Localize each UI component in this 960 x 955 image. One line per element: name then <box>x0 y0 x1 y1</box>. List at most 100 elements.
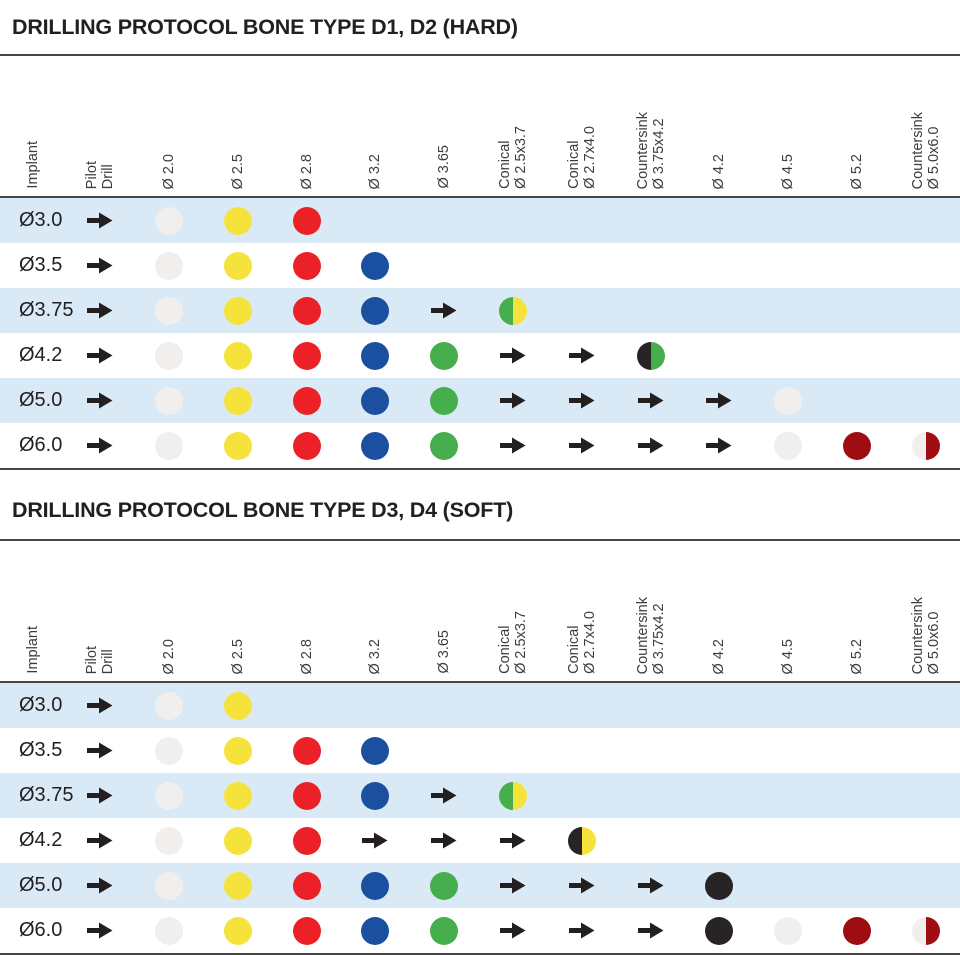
empty-cell <box>547 288 616 333</box>
drill-dot-icon <box>155 826 184 855</box>
drill-dot-white <box>135 908 204 953</box>
next-step-arrow-icon <box>87 832 113 849</box>
empty-cell <box>685 243 754 288</box>
column-header-countersink-3-75x4-2: Countersink Ø 3.75x4.2 <box>616 56 685 196</box>
empty-cell <box>822 198 891 243</box>
drill-dot-blue <box>341 728 410 773</box>
column-header-conical-2-7x4-0: Conical Ø 2.7x4.0 <box>547 56 616 196</box>
drill-dot-green <box>410 378 479 423</box>
column-header-label: Implant <box>25 141 41 189</box>
section-title-row: DRILLING PROTOCOL BONE TYPE D1, D2 (HARD… <box>0 0 960 56</box>
next-step-arrow-icon <box>87 212 113 229</box>
drill-dot-white <box>135 818 204 863</box>
drill-dot-white <box>135 683 204 728</box>
column-header-d2-5: Ø 2.5 <box>204 56 273 196</box>
drill-dot-icon <box>361 431 390 460</box>
drill-dot-blue <box>341 773 410 818</box>
arrow-cell <box>479 863 548 908</box>
drill-dot-icon <box>292 206 321 235</box>
next-step-arrow-icon <box>87 742 113 759</box>
half-dot-white-darkred <box>891 423 960 468</box>
drill-dot-icon <box>774 431 803 460</box>
column-header-countersink-5-0x6-0: Countersink Ø 5.0x6.0 <box>891 541 960 681</box>
implant-label: Ø3.0 <box>19 209 63 231</box>
half-dot-icon <box>636 341 665 370</box>
implant-label: Ø6.0 <box>19 434 63 456</box>
drill-dot-red <box>272 378 341 423</box>
arrow-cell <box>547 908 616 953</box>
column-header-d5-2: Ø 5.2 <box>822 56 891 196</box>
half-dot-white-darkred <box>891 908 960 953</box>
arrow-cell <box>616 423 685 468</box>
arrow-cell <box>66 683 135 728</box>
drill-dot-yellow <box>204 683 273 728</box>
arrow-cell <box>66 198 135 243</box>
empty-cell <box>547 683 616 728</box>
drill-dot-icon <box>361 296 390 325</box>
next-step-arrow-icon <box>87 257 113 274</box>
next-step-arrow-icon <box>362 832 388 849</box>
drill-dot-yellow <box>204 908 273 953</box>
empty-cell <box>754 243 823 288</box>
empty-cell <box>822 378 891 423</box>
empty-cell <box>822 818 891 863</box>
next-step-arrow-icon <box>637 922 664 939</box>
drill-dot-yellow <box>204 243 273 288</box>
drill-dot-red <box>272 288 341 333</box>
next-step-arrow-icon <box>499 347 526 364</box>
empty-cell <box>822 243 891 288</box>
column-header-label: Ø 2.5 <box>229 638 246 674</box>
column-header-implant: Implant <box>0 56 66 196</box>
table-row: Ø4.2 <box>0 333 960 378</box>
empty-cell <box>685 333 754 378</box>
arrow-cell <box>66 423 135 468</box>
column-header-label: Countersink Ø 5.0x6.0 <box>909 596 942 674</box>
table-row: Ø3.75 <box>0 288 960 333</box>
half-dot-black-green <box>616 333 685 378</box>
drill-dot-icon <box>361 251 390 280</box>
drill-dot-icon <box>361 871 390 900</box>
next-step-arrow-icon <box>431 832 457 849</box>
drill-dot-blue <box>341 243 410 288</box>
next-step-arrow-icon <box>87 302 113 319</box>
arrow-cell <box>66 243 135 288</box>
empty-cell <box>891 863 960 908</box>
column-header-label: Countersink Ø 5.0x6.0 <box>909 111 942 189</box>
next-step-arrow-icon <box>87 697 113 714</box>
column-header-label: Conical Ø 2.5x3.7 <box>496 611 529 674</box>
implant-label: Ø3.0 <box>19 694 63 716</box>
drill-dot-icon <box>774 386 803 415</box>
empty-cell <box>754 773 823 818</box>
empty-cell <box>685 818 754 863</box>
half-dot-icon <box>567 826 596 855</box>
empty-cell <box>410 728 479 773</box>
empty-cell <box>891 818 960 863</box>
drill-dot-white <box>135 198 204 243</box>
next-step-arrow-icon <box>568 877 595 894</box>
drill-dot-white <box>135 728 204 773</box>
drill-dot-icon <box>292 251 321 280</box>
column-header-label: Implant <box>25 626 41 674</box>
implant-label: Ø4.2 <box>19 344 63 366</box>
empty-cell <box>891 243 960 288</box>
drill-dot-white <box>754 378 823 423</box>
column-header-label: Ø 4.5 <box>780 153 797 189</box>
drill-dot-darkred <box>822 908 891 953</box>
drill-dot-icon <box>155 916 184 945</box>
half-dot-icon <box>911 916 940 945</box>
empty-cell <box>272 683 341 728</box>
arrow-cell <box>66 728 135 773</box>
drill-dot-red <box>272 728 341 773</box>
column-header-label: Ø 4.2 <box>711 153 728 189</box>
next-step-arrow-icon <box>87 877 113 894</box>
empty-cell <box>410 683 479 728</box>
half-dot-icon <box>498 296 527 325</box>
drill-dot-red <box>272 818 341 863</box>
arrow-cell <box>547 378 616 423</box>
drill-dot-icon <box>223 206 252 235</box>
next-step-arrow-icon <box>568 437 595 454</box>
drill-dot-icon <box>292 386 321 415</box>
empty-cell <box>822 728 891 773</box>
arrow-cell <box>410 818 479 863</box>
